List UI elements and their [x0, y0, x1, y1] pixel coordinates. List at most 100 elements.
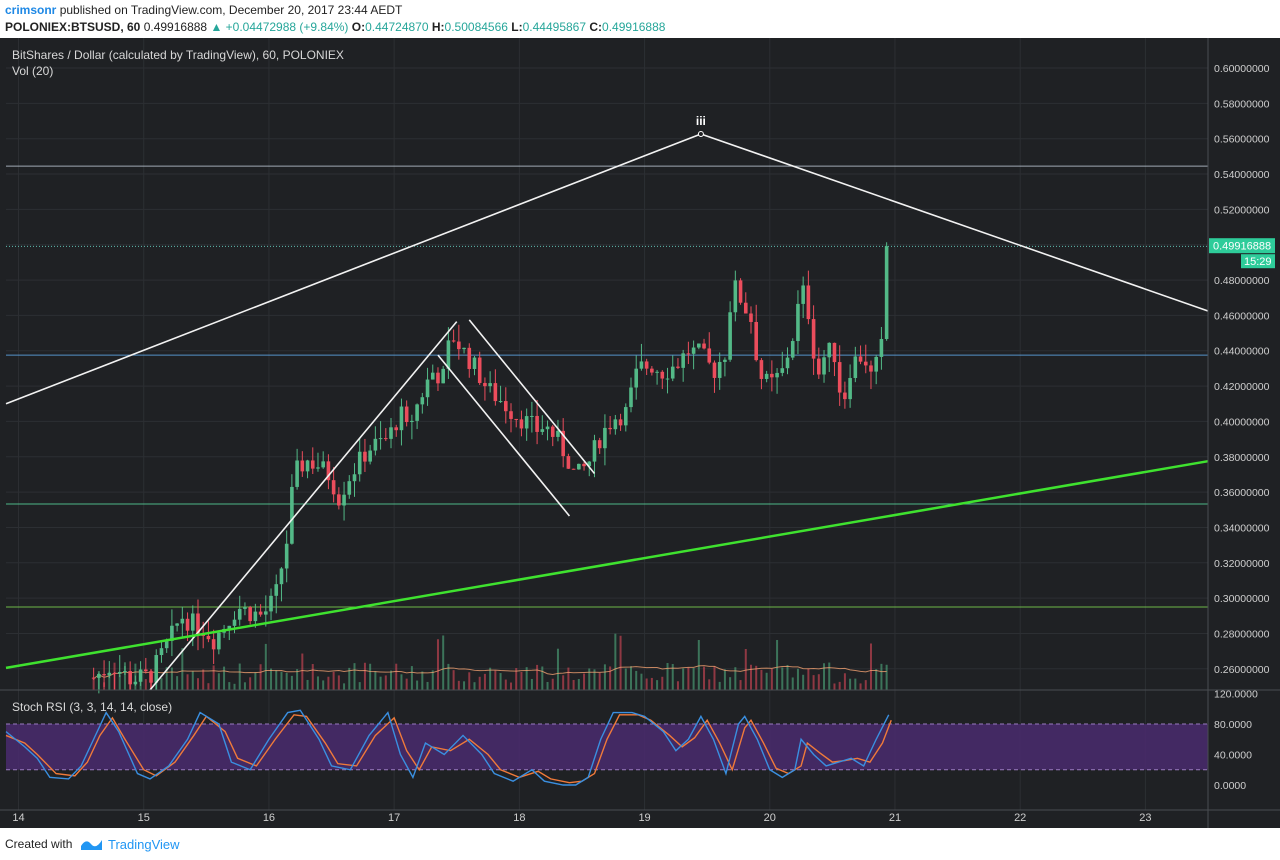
candle-body: [681, 353, 685, 368]
candle-body: [196, 613, 200, 635]
candle-body: [853, 356, 858, 378]
candle-body: [613, 419, 618, 430]
volume-bar: [233, 683, 236, 690]
volume-bar: [436, 639, 439, 690]
candle-body: [316, 467, 320, 469]
volume-bar: [838, 681, 841, 690]
rsi-tick-label: 120.0000: [1214, 689, 1258, 701]
high-label: H:: [431, 20, 445, 34]
volume-bar: [671, 663, 674, 690]
y-tick-label: 0.48000000: [1214, 275, 1270, 287]
volume-bar: [243, 682, 246, 690]
author-name[interactable]: crimsonr: [5, 3, 57, 17]
volume-bar: [629, 666, 632, 690]
candle-body: [848, 377, 852, 400]
low-label: L:: [511, 20, 523, 34]
candle-body: [457, 341, 461, 350]
y-tick-label: 0.52000000: [1214, 204, 1270, 216]
volume-bar: [812, 675, 815, 690]
candle-body: [837, 362, 842, 393]
volume-bar: [416, 680, 419, 690]
y-tick-label: 0.32000000: [1214, 558, 1270, 570]
volume-bar: [843, 673, 846, 690]
volume-bar: [217, 673, 220, 690]
rsi-tick-label: 40.0000: [1214, 750, 1252, 762]
candle-body: [227, 625, 232, 630]
volume-bar: [363, 662, 366, 690]
volume-bar: [504, 679, 507, 690]
volume-bar: [729, 677, 732, 690]
volume-bar: [170, 667, 173, 690]
trendlines[interactable]: [5, 133, 1209, 691]
horizontal-levels[interactable]: [6, 165, 1208, 608]
candle-body: [144, 669, 148, 672]
volume-bar: [478, 676, 481, 690]
volume-bar: [666, 663, 669, 690]
volume-bar: [556, 648, 559, 690]
volume-bar: [390, 670, 393, 690]
candle-body: [378, 438, 383, 440]
tradingview-brand[interactable]: TradingView: [108, 837, 180, 852]
candle-body: [697, 343, 701, 348]
stoch-d-line: [5, 714, 892, 784]
candle-body: [597, 440, 602, 449]
volume-bar: [259, 664, 262, 690]
candle-body: [462, 347, 466, 350]
volume-bar: [687, 667, 690, 690]
candle-body: [556, 430, 560, 437]
y-tick-label: 0.46000000: [1214, 310, 1270, 322]
candle-body: [743, 302, 748, 314]
candle-body: [269, 595, 273, 612]
candle-body: [368, 450, 372, 462]
candle-body: [618, 419, 623, 426]
x-tick-label: 21: [889, 812, 901, 824]
volume-bar: [108, 671, 111, 690]
candle-body: [321, 461, 325, 468]
volume-bar: [92, 678, 95, 690]
volume-bar: [525, 667, 528, 690]
candle-body: [780, 368, 785, 373]
volume-bar: [833, 683, 836, 690]
volume-bar: [144, 679, 147, 690]
candle-body: [138, 669, 143, 682]
candle-body: [822, 357, 826, 375]
price-chart[interactable]: 14 15 16 17 18 19 20 21 22 23 0.26000000 0.28000000…: [0, 38, 1280, 828]
volume-bar: [369, 663, 372, 690]
candle-body: [749, 313, 753, 322]
volume-bar: [337, 675, 340, 690]
candle-body: [801, 285, 805, 304]
candle-body: [483, 382, 487, 387]
candle-body: [770, 373, 774, 378]
candle-body: [639, 361, 644, 369]
volume-bar: [176, 676, 179, 690]
candle-body: [206, 635, 211, 640]
candle-body: [577, 463, 581, 470]
volume-bar: [196, 678, 199, 690]
candle-body: [884, 246, 889, 340]
volume-bar: [123, 662, 126, 690]
low-value: 0.44495867: [522, 20, 587, 34]
volume-bar: [181, 648, 184, 690]
volume-bar: [823, 663, 826, 690]
x-tick-label: 18: [513, 812, 525, 824]
volume-moving-average: [93, 665, 887, 680]
wave-label: iii: [696, 114, 706, 128]
rsi-tick-label: 80.0000: [1214, 719, 1252, 731]
symbol-label: POLONIEX:BTSUSD, 60: [5, 20, 141, 34]
y-tick-label: 0.30000000: [1214, 593, 1270, 605]
candle-body: [571, 468, 576, 470]
volume-bar: [160, 678, 163, 690]
candle-body: [644, 361, 649, 369]
candle-body: [477, 357, 482, 383]
price-tags: 0.49916888 15:29: [1209, 238, 1275, 269]
candle-body: [154, 655, 159, 683]
tradingview-logo-icon[interactable]: [80, 836, 104, 852]
volume-bar: [880, 663, 883, 690]
countdown-tag: 15:29: [1244, 256, 1272, 268]
y-tick-label: 0.38000000: [1214, 452, 1270, 464]
volume-bar: [869, 643, 872, 690]
volume-bar: [473, 682, 476, 690]
volume-bar: [379, 676, 382, 690]
volume-bar: [343, 683, 346, 690]
volume-bar: [661, 676, 664, 690]
